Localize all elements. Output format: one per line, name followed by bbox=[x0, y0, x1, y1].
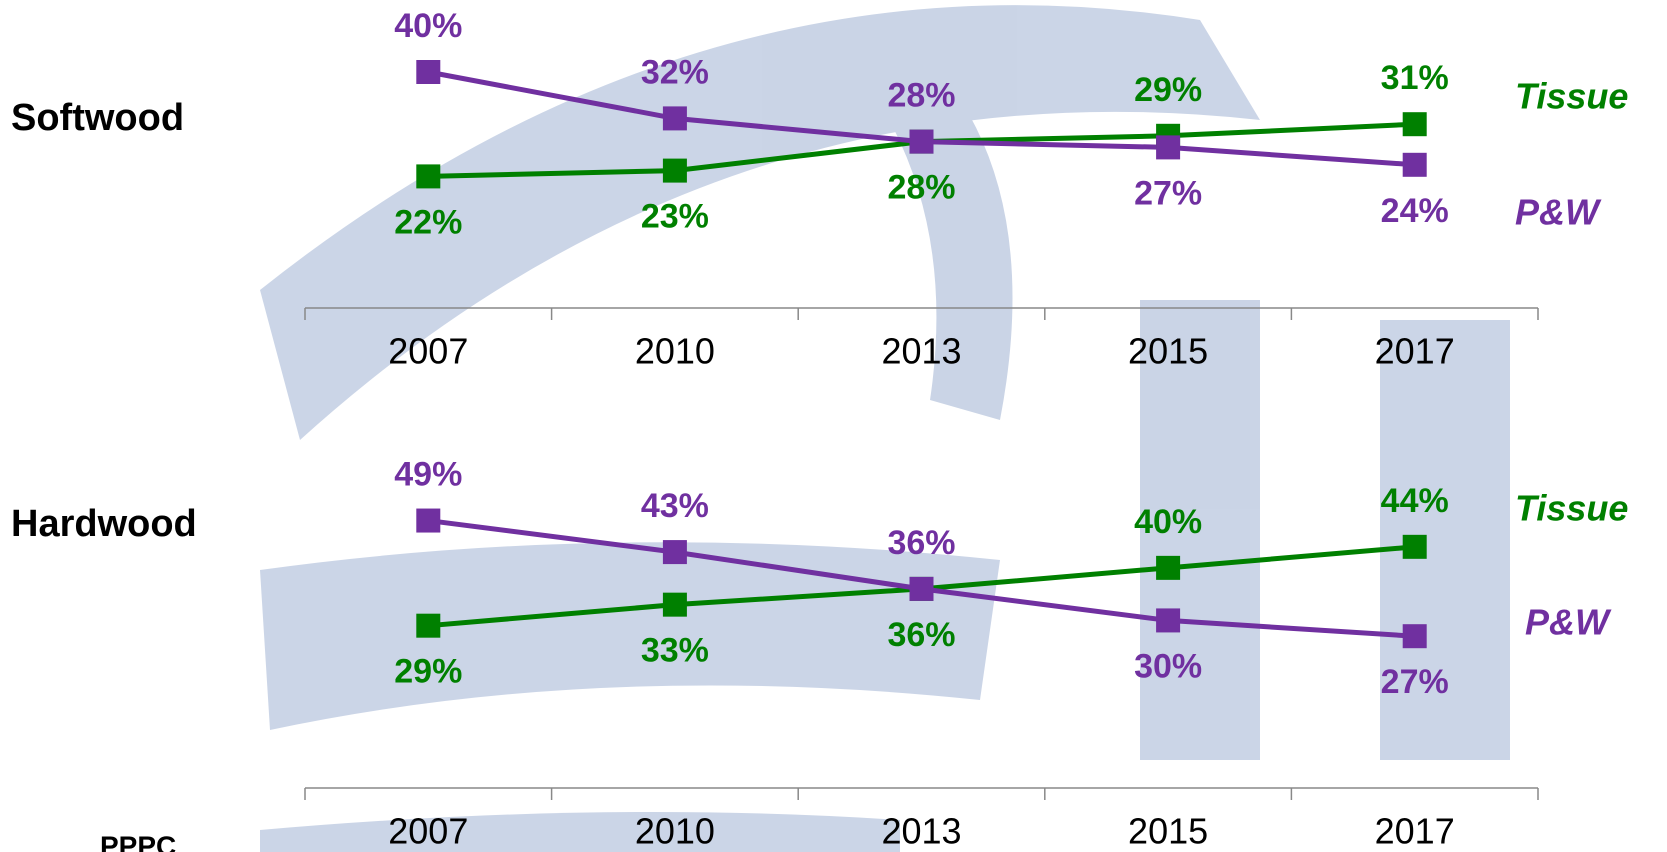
x-tick-label: 2010 bbox=[635, 811, 715, 852]
marker bbox=[1403, 535, 1427, 559]
watermark bbox=[260, 5, 1510, 852]
value-label: 43% bbox=[641, 487, 709, 525]
value-label: 49% bbox=[394, 456, 462, 494]
value-label: 30% bbox=[1134, 647, 1202, 685]
value-label: 28% bbox=[887, 77, 955, 115]
value-label: 36% bbox=[887, 616, 955, 654]
series-name: Tissue bbox=[1515, 76, 1628, 117]
value-label: 28% bbox=[887, 169, 955, 207]
marker bbox=[910, 130, 934, 154]
x-tick-label: 2013 bbox=[881, 331, 961, 372]
marker bbox=[1403, 112, 1427, 136]
value-label: 44% bbox=[1381, 482, 1449, 520]
series-name: Tissue bbox=[1515, 488, 1628, 529]
marker bbox=[663, 159, 687, 183]
value-label: 40% bbox=[1134, 503, 1202, 541]
series-name: P&W bbox=[1525, 602, 1612, 643]
value-label: 29% bbox=[394, 653, 462, 691]
x-tick-label: 2015 bbox=[1128, 811, 1208, 852]
chart: PPPC Softwood 2007 2010 2013 2015 2017 Tissue P… bbox=[0, 0, 1667, 852]
x-tick-label: 2010 bbox=[635, 331, 715, 372]
value-label: 32% bbox=[641, 53, 709, 91]
value-label: 23% bbox=[641, 198, 709, 236]
source: PPPC bbox=[100, 830, 176, 852]
marker bbox=[416, 509, 440, 533]
value-label: 29% bbox=[1134, 71, 1202, 109]
marker bbox=[663, 593, 687, 617]
row-title: Softwood bbox=[11, 97, 184, 139]
marker bbox=[1156, 608, 1180, 632]
value-label: 27% bbox=[1134, 174, 1202, 212]
x-tick-label: 2017 bbox=[1375, 811, 1455, 852]
value-label: 24% bbox=[1381, 192, 1449, 230]
x-tick-label: 2007 bbox=[388, 331, 468, 372]
marker bbox=[663, 540, 687, 564]
row-title: Hardwood bbox=[11, 503, 197, 545]
marker bbox=[910, 577, 934, 601]
value-label: 27% bbox=[1381, 663, 1449, 701]
marker bbox=[1156, 556, 1180, 580]
marker bbox=[663, 106, 687, 130]
marker bbox=[1403, 624, 1427, 648]
marker bbox=[416, 164, 440, 188]
x-tick-label: 2007 bbox=[388, 811, 468, 852]
value-label: 40% bbox=[394, 7, 462, 45]
x-tick-label: 2013 bbox=[881, 811, 961, 852]
marker bbox=[1403, 153, 1427, 177]
value-label: 22% bbox=[394, 203, 462, 241]
x-tick-label: 2015 bbox=[1128, 331, 1208, 372]
value-label: 36% bbox=[887, 524, 955, 562]
marker bbox=[416, 614, 440, 638]
marker bbox=[1156, 135, 1180, 159]
series-name: P&W bbox=[1515, 192, 1602, 233]
value-label: 31% bbox=[1381, 59, 1449, 97]
x-tick-label: 2017 bbox=[1375, 331, 1455, 372]
marker bbox=[416, 60, 440, 84]
value-label: 33% bbox=[641, 632, 709, 670]
